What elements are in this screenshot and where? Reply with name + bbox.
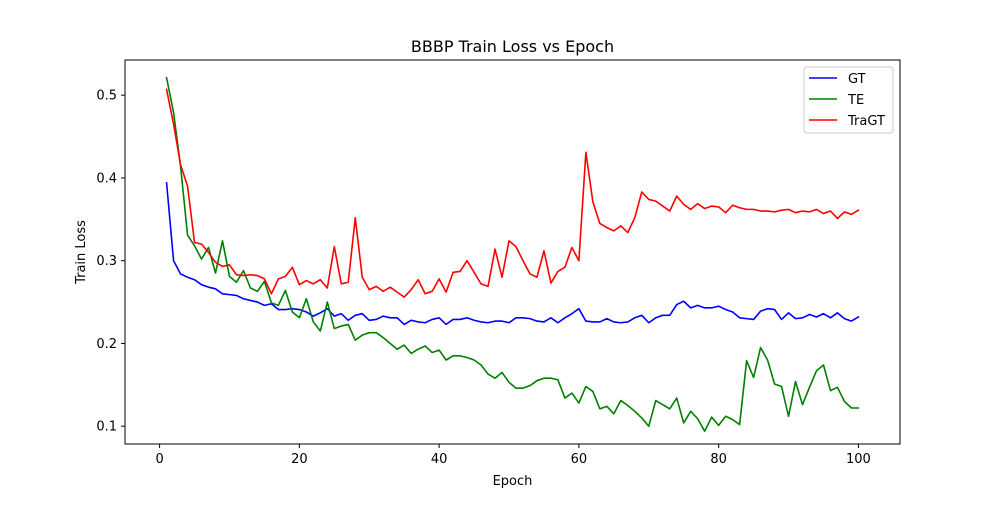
x-tick-label: 100 (846, 452, 871, 467)
y-axis-label: Train Loss (74, 220, 89, 285)
x-axis-label: Epoch (493, 474, 533, 489)
y-tick-label: 0.4 (96, 171, 117, 186)
series-line-te (165, 76, 860, 432)
x-tick-label: 60 (571, 452, 588, 467)
x-axis: 0 20 40 60 80 100 (155, 444, 871, 467)
legend-label-te: TE (847, 93, 864, 108)
series-line-gt (165, 182, 860, 326)
legend: GT TE TraGT (803, 66, 894, 134)
y-tick-label: 0.3 (96, 254, 117, 269)
x-tick-label: 20 (291, 452, 308, 467)
legend-label-gt: GT (848, 72, 866, 87)
legend-label-tragt: TraGT (847, 114, 885, 129)
x-tick-label: 0 (155, 452, 163, 467)
legend-box (803, 66, 894, 134)
chart-title: BBBP Train Loss vs Epoch (411, 37, 614, 56)
series-line-tragt (165, 88, 860, 298)
x-tick-label: 40 (431, 452, 448, 467)
y-axis: 0.1 0.2 0.3 0.4 0.5 (96, 89, 125, 435)
series-layer (165, 76, 860, 432)
plot-frame (124, 59, 901, 445)
y-tick-label: 0.1 (96, 420, 117, 435)
y-tick-label: 0.2 (96, 337, 117, 352)
y-tick-label: 0.5 (96, 89, 117, 104)
x-tick-label: 80 (710, 452, 727, 467)
